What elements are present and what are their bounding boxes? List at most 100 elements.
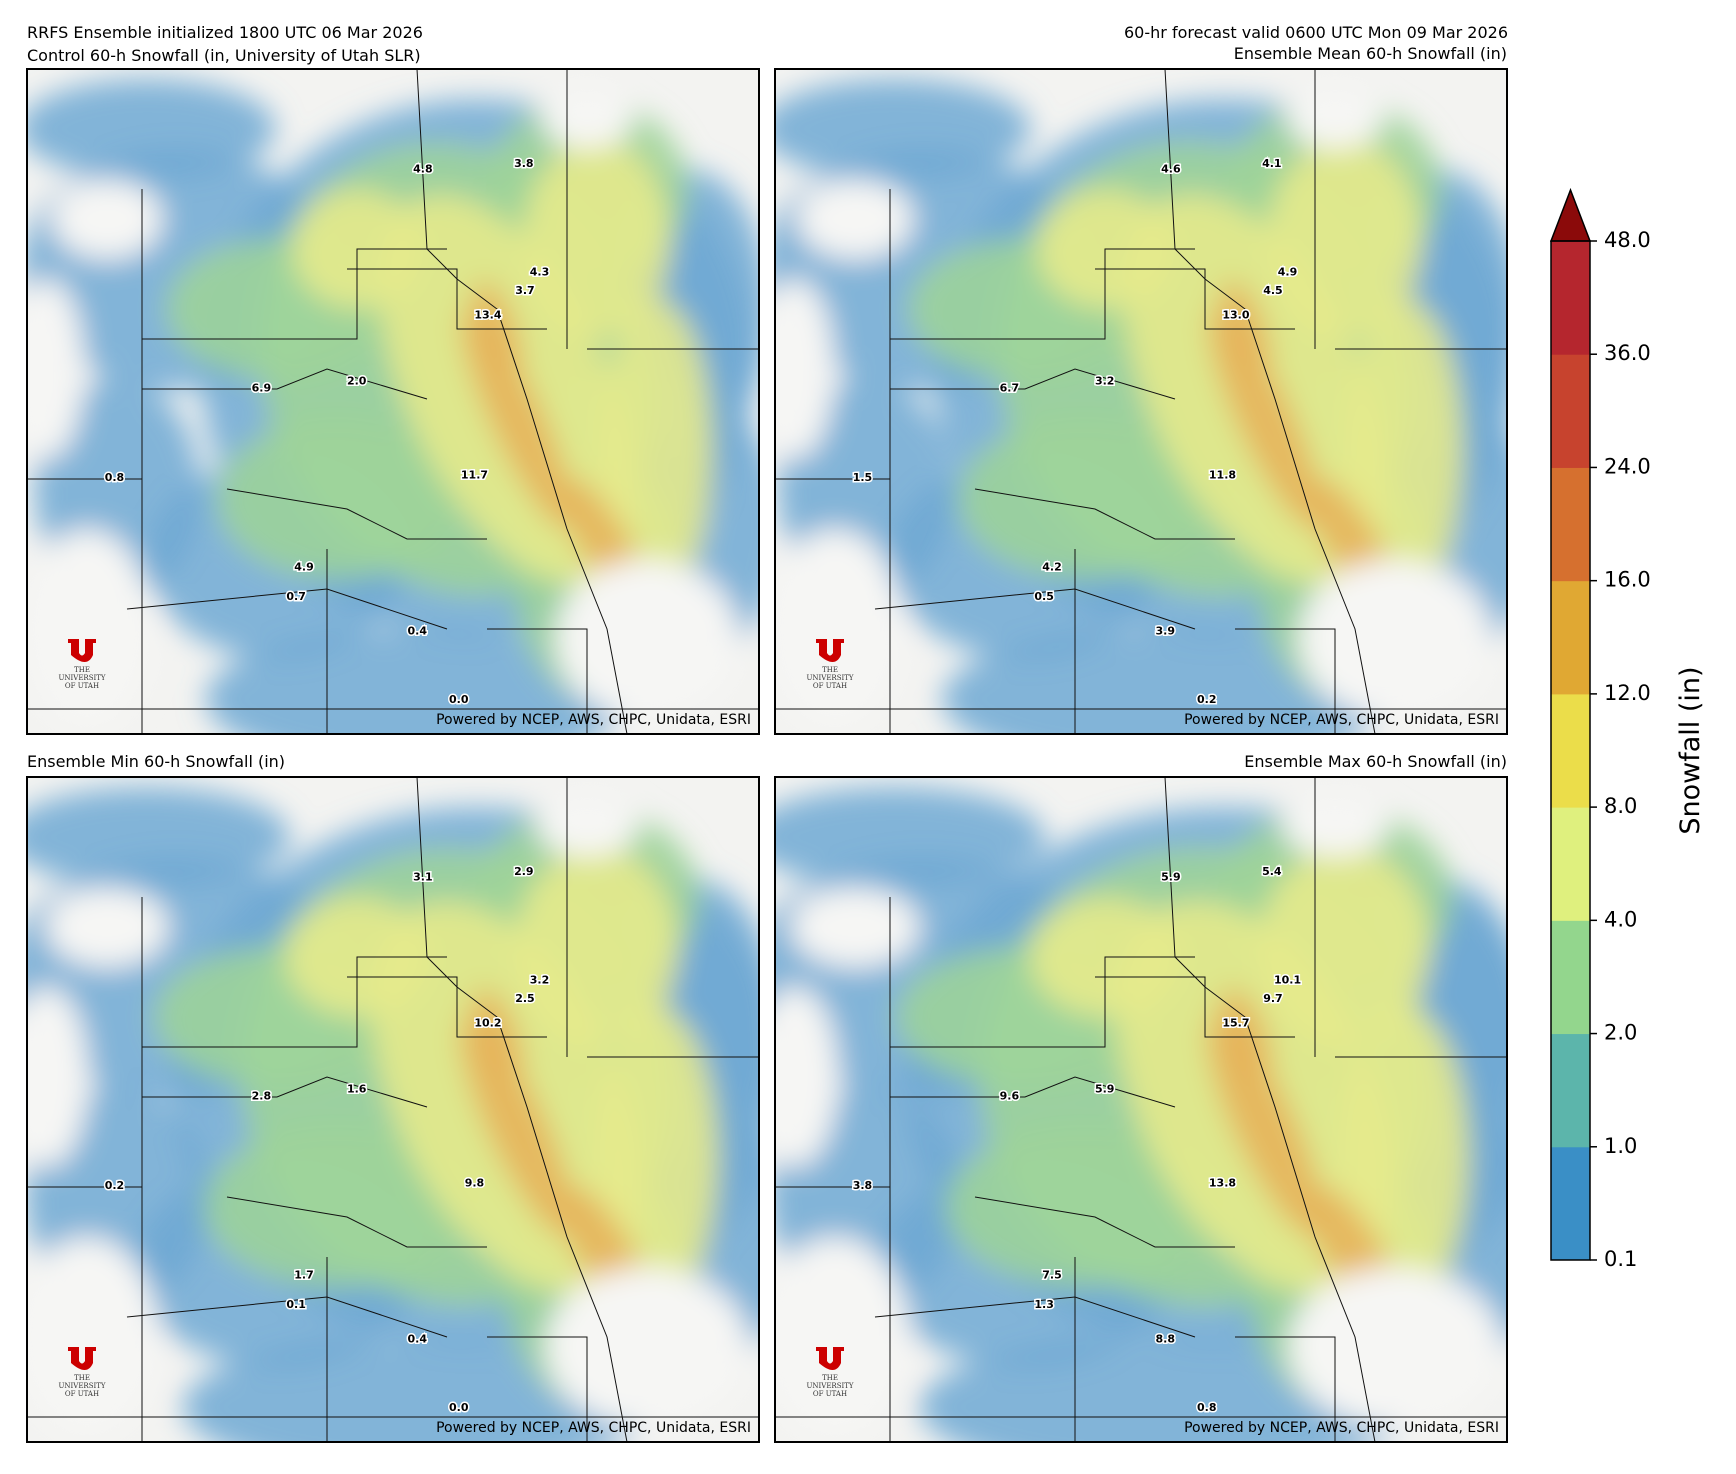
colorbar-bin bbox=[1551, 467, 1590, 582]
station-value: 1.5 bbox=[853, 471, 873, 484]
station-value: 0.8 bbox=[1197, 1401, 1217, 1414]
snow-area bbox=[775, 1237, 910, 1437]
logo-text: UNIVERSITY bbox=[58, 674, 105, 682]
boundary-line bbox=[347, 976, 547, 1038]
colorbar-frame bbox=[1550, 240, 1591, 1261]
station-value: 3.7 bbox=[515, 284, 535, 297]
snow-area bbox=[775, 79, 1031, 179]
station-value: 0.1 bbox=[286, 1298, 306, 1311]
snow-area bbox=[595, 1007, 719, 1307]
station-value: 0.8 bbox=[105, 471, 125, 484]
station-value: 3.2 bbox=[530, 973, 550, 986]
station-value: 0.5 bbox=[1034, 590, 1054, 603]
snow-area bbox=[27, 787, 290, 887]
colorbar-bin bbox=[1551, 354, 1590, 468]
header-left: RRFS Ensemble initialized 1800 UTC 06 Ma… bbox=[27, 23, 423, 42]
panel-frame bbox=[774, 776, 1508, 1443]
snow-area bbox=[1286, 89, 1384, 149]
logo-text: UNIVERSITY bbox=[58, 1382, 105, 1390]
logo-text: OF UTAH bbox=[65, 682, 99, 690]
station-value: 1.7 bbox=[294, 1268, 314, 1281]
boundary-line bbox=[487, 1336, 588, 1442]
station-value: 0.2 bbox=[105, 1179, 125, 1192]
colorbar-extend bbox=[1549, 187, 1592, 242]
snow-area bbox=[27, 279, 84, 459]
logo-text: UNIVERSITY bbox=[806, 674, 853, 682]
boundary-line bbox=[142, 248, 447, 340]
snow-area bbox=[217, 419, 457, 579]
station-value: 3.2 bbox=[1095, 375, 1115, 388]
boundary-line bbox=[1164, 777, 1376, 1442]
boundary-line bbox=[874, 588, 1196, 630]
station-value: 4.3 bbox=[530, 265, 550, 278]
panel-title: Ensemble Mean 60-h Snowfall (in) bbox=[1234, 44, 1507, 63]
panel-title: Ensemble Min 60-h Snowfall (in) bbox=[27, 752, 285, 771]
logo-u bbox=[68, 1347, 96, 1370]
colorbar-tick-label: 16.0 bbox=[1604, 568, 1651, 592]
station-value: 4.9 bbox=[294, 560, 314, 573]
colorbar-bin bbox=[1551, 1146, 1590, 1261]
snow-area bbox=[27, 529, 152, 729]
station-value: 10.1 bbox=[1274, 973, 1301, 986]
station-value: 5.4 bbox=[1262, 865, 1282, 878]
boundary-line bbox=[142, 956, 447, 1048]
station-value: 3.8 bbox=[514, 157, 534, 170]
station-value: 4.8 bbox=[413, 163, 433, 176]
station-value: 7.5 bbox=[1042, 1268, 1062, 1281]
snow-area bbox=[1298, 559, 1492, 719]
station-value: 1.3 bbox=[1034, 1298, 1054, 1311]
snow-area bbox=[775, 529, 903, 729]
colorbar-tick-label: 8.0 bbox=[1604, 794, 1637, 818]
snowfall-field bbox=[775, 79, 1507, 734]
station-value: 3.8 bbox=[853, 1179, 873, 1192]
snow-area bbox=[775, 987, 838, 1167]
station-value: 2.5 bbox=[515, 992, 535, 1005]
boundary-line bbox=[890, 1076, 1176, 1108]
station-value: 9.8 bbox=[465, 1177, 485, 1190]
snow-area bbox=[523, 139, 671, 339]
colorbar-tick-label: 2.0 bbox=[1604, 1021, 1637, 1045]
station-value: 13.4 bbox=[474, 308, 501, 321]
station-value: 5.9 bbox=[1161, 871, 1181, 884]
boundary-line bbox=[416, 69, 628, 734]
boundary-line bbox=[126, 588, 448, 630]
credit: Powered by NCEP, AWS, CHPC, Unidata, ESR… bbox=[1184, 712, 1499, 728]
snowfall-field bbox=[27, 787, 759, 1442]
boundary-line bbox=[1095, 268, 1295, 330]
boundary-line bbox=[1235, 628, 1336, 734]
snow-area bbox=[1208, 309, 1322, 529]
snow-area bbox=[205, 629, 629, 734]
snow-area bbox=[555, 559, 739, 719]
snowfall-field bbox=[775, 787, 1507, 1442]
snow-area bbox=[461, 309, 573, 529]
colorbar-label: Snowfall (in) bbox=[1675, 666, 1706, 834]
station-value: 4.2 bbox=[1042, 560, 1062, 573]
logo-text: OF UTAH bbox=[813, 682, 847, 690]
station-value: 8.8 bbox=[1156, 1332, 1176, 1345]
station-value: 4.9 bbox=[1278, 265, 1298, 278]
logo-text: THE bbox=[74, 666, 90, 674]
colorbar-tick-label: 48.0 bbox=[1604, 228, 1651, 252]
boundary-line bbox=[1164, 69, 1376, 734]
boundary-line bbox=[347, 268, 547, 330]
header-right: 60-hr forecast valid 0600 UTC Mon 09 Mar… bbox=[1124, 23, 1508, 42]
logo-text: THE bbox=[822, 666, 838, 674]
colorbar-tick-label: 0.1 bbox=[1604, 1247, 1637, 1271]
colorbar-bin bbox=[1551, 241, 1590, 355]
boundary-line bbox=[416, 777, 628, 1442]
station-value: 2.8 bbox=[252, 1089, 272, 1102]
station-value: 2.0 bbox=[347, 375, 367, 388]
station-value: 1.6 bbox=[347, 1083, 367, 1096]
station-value: 4.1 bbox=[1262, 157, 1282, 170]
colorbar-tick-label: 36.0 bbox=[1604, 341, 1651, 365]
boundary-line bbox=[142, 1076, 428, 1108]
